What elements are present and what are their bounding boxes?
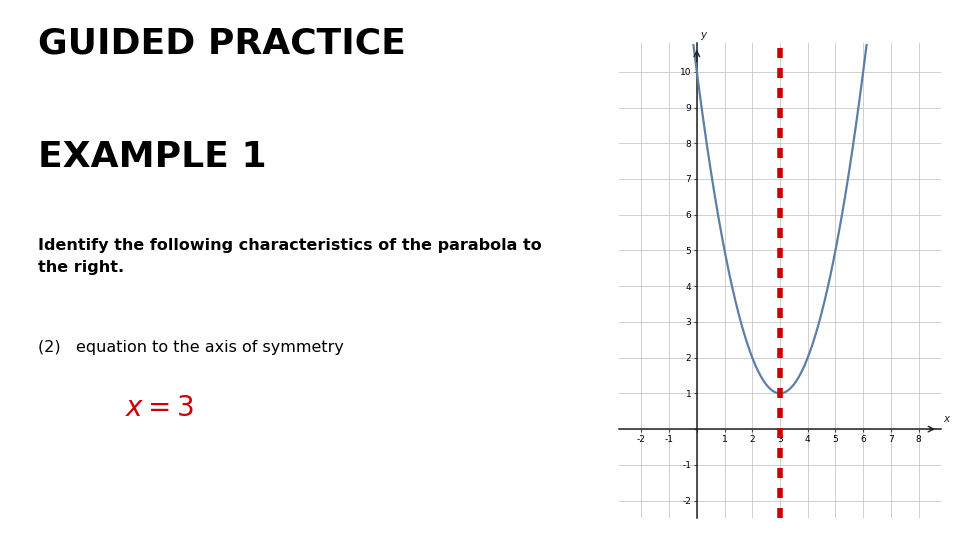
Text: (2)   equation to the axis of symmetry: (2) equation to the axis of symmetry [38,340,345,355]
Text: y: y [700,30,707,39]
Text: GUIDED PRACTICE: GUIDED PRACTICE [38,27,406,61]
Text: x: x [944,414,949,424]
Text: $x = 3$: $x = 3$ [125,394,194,422]
Text: EXAMPLE 1: EXAMPLE 1 [38,140,267,174]
Text: Identify the following characteristics of the parabola to
the right.: Identify the following characteristics o… [38,238,542,275]
